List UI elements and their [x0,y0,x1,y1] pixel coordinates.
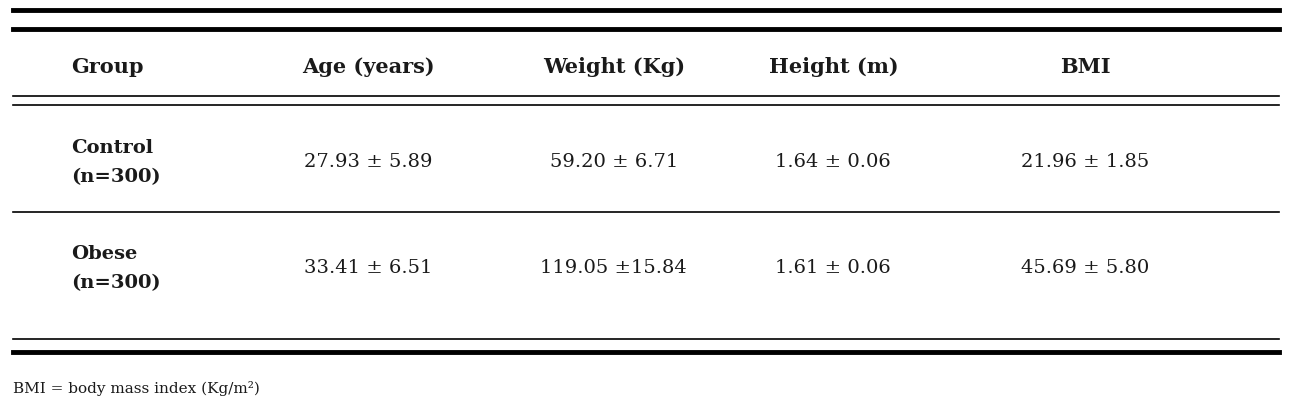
Text: Weight (Kg): Weight (Kg) [543,57,685,77]
Text: 1.61 ± 0.06: 1.61 ± 0.06 [775,259,891,277]
Text: 33.41 ± 6.51: 33.41 ± 6.51 [304,259,433,277]
Text: 119.05 ±15.84: 119.05 ±15.84 [540,259,687,277]
Text: 21.96 ± 1.85: 21.96 ± 1.85 [1021,153,1150,171]
Text: 45.69 ± 5.80: 45.69 ± 5.80 [1021,259,1150,277]
Text: BMI = body mass index (Kg/m²): BMI = body mass index (Kg/m²) [13,381,260,396]
Text: Obese: Obese [71,245,137,263]
Text: BMI: BMI [1059,57,1111,77]
Text: Group: Group [71,57,143,77]
Text: 1.64 ± 0.06: 1.64 ± 0.06 [775,153,891,171]
Text: Height (m): Height (m) [769,57,898,77]
Text: (n=300): (n=300) [71,168,160,186]
Text: Age (years): Age (years) [302,57,434,77]
Text: 59.20 ± 6.71: 59.20 ± 6.71 [549,153,678,171]
Text: 27.93 ± 5.89: 27.93 ± 5.89 [304,153,433,171]
Text: Control: Control [71,139,154,157]
Text: (n=300): (n=300) [71,274,160,292]
